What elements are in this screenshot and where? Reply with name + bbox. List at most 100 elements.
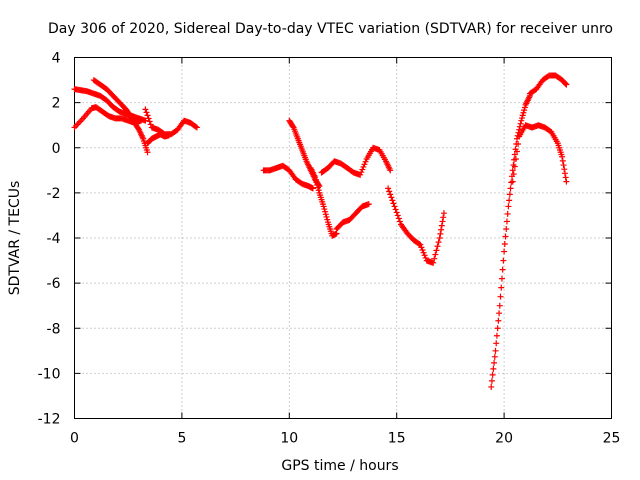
data-point xyxy=(142,106,149,113)
data-point xyxy=(391,203,398,210)
y-axis-title: SDTVAR / TECUs xyxy=(7,181,23,296)
data-point xyxy=(517,120,524,127)
data-point xyxy=(509,167,516,174)
data-point xyxy=(561,170,568,177)
series-track-n xyxy=(509,122,570,185)
series-track-e xyxy=(144,131,173,147)
x-tick-label: 0 xyxy=(70,431,79,447)
series-track-m xyxy=(526,72,570,97)
data-point xyxy=(147,121,154,128)
data-point xyxy=(312,174,319,181)
data-point xyxy=(521,107,528,114)
data-point xyxy=(144,149,151,156)
data-point xyxy=(560,162,567,169)
data-point xyxy=(144,112,151,119)
series-track-i xyxy=(318,144,394,178)
data-point xyxy=(432,251,439,258)
data-point xyxy=(504,210,511,217)
x-tick-labels: 0 5 10 15 20 25 xyxy=(70,431,620,447)
data-point xyxy=(417,241,424,248)
data-point xyxy=(509,178,516,185)
data-point xyxy=(500,257,507,264)
data-point xyxy=(491,359,498,366)
data-point xyxy=(322,211,329,218)
data-point xyxy=(515,140,522,147)
data-point xyxy=(492,347,499,354)
data-point xyxy=(559,157,566,164)
data-point xyxy=(395,215,402,222)
y-tick-label: -10 xyxy=(38,366,61,382)
data-point xyxy=(314,184,321,191)
data-point xyxy=(430,259,437,266)
data-point xyxy=(320,203,327,210)
data-points xyxy=(71,72,570,390)
data-point xyxy=(511,151,518,158)
data-point xyxy=(491,353,498,360)
x-tick-label: 20 xyxy=(495,431,513,447)
data-point xyxy=(433,247,440,254)
data-point xyxy=(561,166,568,173)
data-point xyxy=(389,197,396,204)
data-point xyxy=(321,206,328,213)
data-point xyxy=(315,187,322,194)
data-point xyxy=(365,201,372,208)
series-track-h xyxy=(307,165,340,239)
series-track-c xyxy=(90,77,151,156)
data-point xyxy=(322,208,329,215)
data-point xyxy=(563,81,570,88)
data-point xyxy=(495,317,502,324)
data-point xyxy=(422,254,429,261)
data-point xyxy=(418,244,425,251)
data-point xyxy=(324,216,331,223)
data-point xyxy=(438,222,445,229)
data-point xyxy=(498,284,505,291)
data-point xyxy=(396,218,403,225)
data-point xyxy=(388,194,395,201)
data-point xyxy=(562,80,569,87)
data-point xyxy=(506,191,513,198)
data-point xyxy=(519,112,526,119)
data-point xyxy=(439,218,446,225)
data-point xyxy=(506,197,513,204)
data-point xyxy=(359,166,366,173)
data-point xyxy=(360,163,367,170)
data-point xyxy=(323,213,330,220)
data-point xyxy=(419,247,426,254)
data-point xyxy=(518,117,525,124)
data-point xyxy=(387,191,394,198)
x-tick-label: 10 xyxy=(280,431,298,447)
y-tick-label: 0 xyxy=(52,141,61,157)
data-point xyxy=(512,156,519,163)
data-point xyxy=(521,104,528,111)
chart-title: Day 306 of 2020, Sidereal Day-to-day VTE… xyxy=(48,21,613,37)
data-point xyxy=(357,171,364,178)
data-point xyxy=(494,325,501,332)
data-point xyxy=(387,167,394,174)
y-tick-label: -6 xyxy=(47,276,61,292)
x-tick-label: 5 xyxy=(177,431,186,447)
data-point xyxy=(493,332,500,339)
data-point xyxy=(437,230,444,237)
x-axis-title: GPS time / hours xyxy=(281,458,398,474)
data-point xyxy=(312,176,319,183)
grid xyxy=(74,57,612,419)
data-point xyxy=(505,203,512,210)
data-point xyxy=(431,255,438,262)
data-point xyxy=(416,241,423,248)
data-point xyxy=(496,302,503,309)
series-track-f xyxy=(260,162,316,192)
series-track-k xyxy=(385,185,447,266)
x-tick-label: 25 xyxy=(603,431,621,447)
data-point xyxy=(143,109,150,116)
data-point xyxy=(362,158,369,165)
x-tick-label: 15 xyxy=(388,431,406,447)
data-point xyxy=(394,212,401,219)
y-tick-label: -8 xyxy=(47,321,61,337)
data-point xyxy=(309,185,316,192)
y-tick-label: -4 xyxy=(47,231,61,247)
data-point xyxy=(358,169,365,176)
data-point xyxy=(434,243,441,250)
data-point xyxy=(488,377,495,384)
data-point xyxy=(562,174,569,181)
